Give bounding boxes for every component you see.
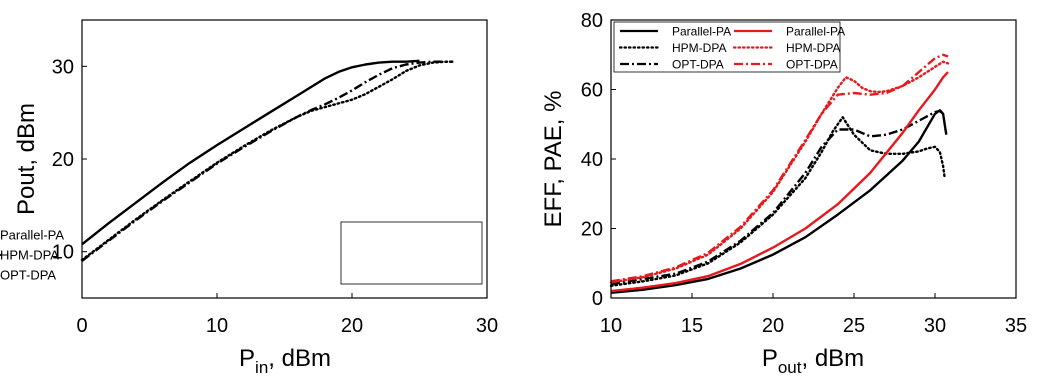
y-axis-label: EFF, PAE, % — [540, 91, 567, 228]
y-tick-label: 10 — [52, 242, 74, 264]
legend-label: OPT-DPA — [672, 58, 724, 72]
x-tick-label: 10 — [600, 315, 622, 337]
x-tick-label: 35 — [1005, 315, 1027, 337]
legend-label: Parallel-PA — [786, 25, 845, 39]
pout-vs-pin-chart: 0 10 20 30 10 20 30 Pin, dBm Pout, dBm Parallel-P… — [0, 19, 498, 377]
legend-label: HPM-DPA — [672, 41, 726, 55]
legend-label: OPT-DPA — [0, 268, 56, 283]
series-line-parallel-pa-3 — [610, 71, 949, 293]
legend-label: Parallel-PA — [0, 228, 64, 243]
y-tick-label: 20 — [581, 219, 603, 241]
y-tick-label: 0 — [592, 288, 603, 310]
legend-label: OPT-DPA — [786, 58, 838, 72]
y-axis-label: Pout, dBm — [13, 103, 40, 215]
x-tick-label: 10 — [206, 315, 228, 337]
x-tick-label: 30 — [476, 315, 498, 337]
series-line-hpm-dpa-1 — [609, 116, 946, 287]
series-line-opt-dpa-2 — [81, 60, 454, 262]
y-tick-label: 60 — [581, 80, 603, 102]
x-tick-label: 0 — [76, 315, 87, 337]
y-tick-label: 40 — [581, 149, 603, 171]
x-axis-label: Pout, dBm — [762, 345, 864, 377]
x-tick-label: 20 — [762, 315, 784, 337]
series-line-parallel-pa-0 — [81, 59, 420, 246]
efficiency-vs-pout-chart: 10 15 20 25 30 35 0 20 40 60 80 Pout, dBm EFF, PAE, … — [540, 10, 1027, 377]
y-tick-label: 30 — [52, 56, 74, 78]
x-tick-label: 15 — [681, 315, 703, 337]
y-tick-label: 80 — [581, 10, 603, 32]
series-line-opt-dpa-2 — [610, 109, 944, 286]
legend-label: Parallel-PA — [672, 25, 731, 39]
legend-box — [340, 221, 483, 285]
x-axis-label: Pin, dBm — [239, 345, 331, 377]
y-tick-label: 20 — [52, 149, 74, 171]
x-tick-label: 30 — [924, 315, 946, 337]
series-line-parallel-pa-0 — [610, 109, 948, 294]
series-line-hpm-dpa-1 — [80, 60, 455, 262]
x-tick-label: 25 — [843, 315, 865, 337]
series-line-hpm-dpa-4 — [609, 60, 950, 284]
series-line-opt-dpa-5 — [610, 53, 949, 283]
legend-label: HPM-DPA — [786, 41, 840, 55]
legend-label: HPM-DPA — [0, 248, 59, 263]
x-tick-label: 20 — [341, 315, 363, 337]
